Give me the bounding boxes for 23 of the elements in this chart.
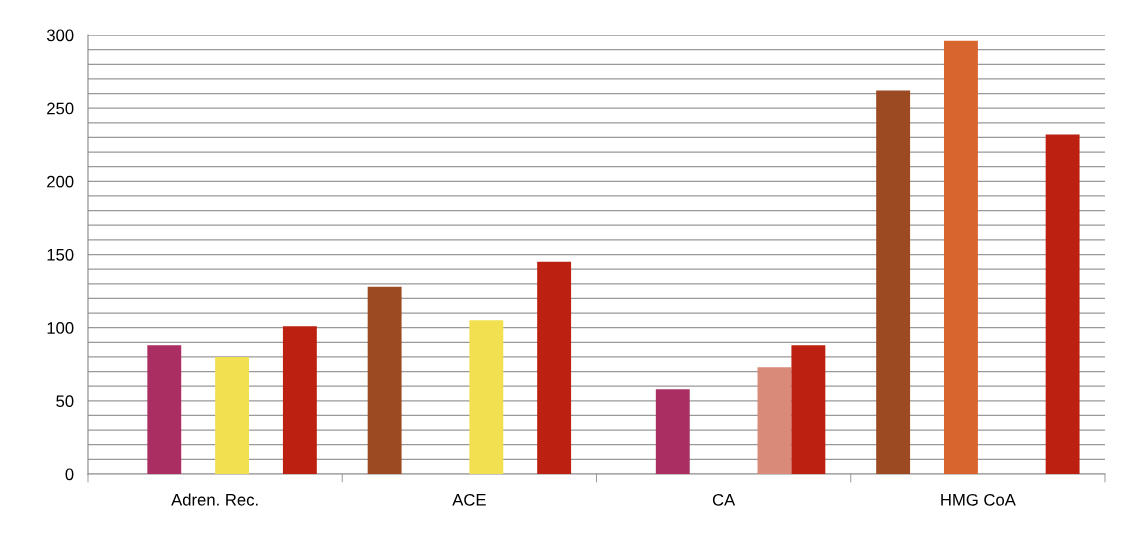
bar (367, 286, 402, 474)
bar (282, 326, 317, 474)
bar (791, 345, 826, 474)
y-tick-label: 100 (47, 322, 74, 334)
x-tick-label: ACE (452, 493, 486, 506)
bar (469, 320, 504, 474)
y-tick-label: 0 (65, 468, 74, 481)
y-tick-label: 250 (47, 102, 74, 115)
y-tick-label: 300 (46, 29, 74, 42)
bar (1045, 134, 1080, 474)
bar (876, 90, 911, 474)
bar (215, 356, 250, 474)
y-tick-label: 150 (47, 248, 74, 261)
x-tick-label: CA (712, 493, 736, 506)
bar (655, 389, 690, 474)
y-tick-label: 50 (56, 395, 74, 408)
y-tick-label: 200 (47, 175, 74, 188)
bar (537, 261, 572, 474)
bar (757, 367, 792, 474)
x-tick-label: HMG CoA (941, 493, 1016, 506)
x-tick-label: Adren. Rec. (171, 493, 258, 506)
bar (943, 40, 978, 474)
bar (147, 345, 182, 474)
